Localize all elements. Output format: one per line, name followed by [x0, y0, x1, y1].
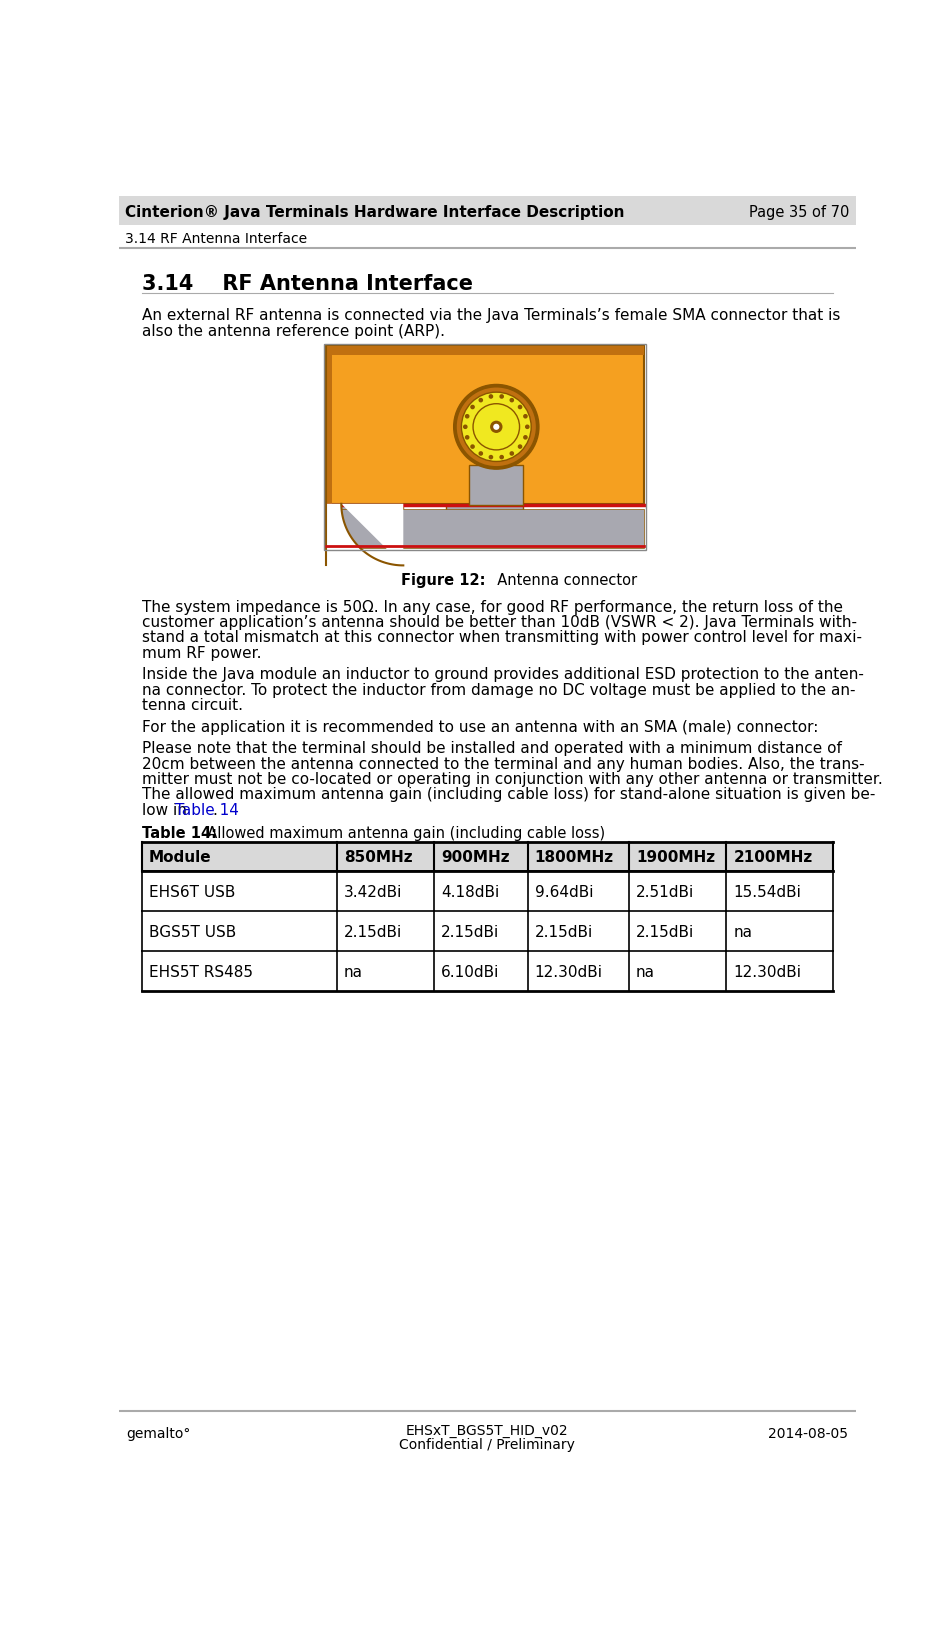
Text: 12.30dBi: 12.30dBi	[534, 964, 603, 978]
Circle shape	[454, 385, 539, 470]
Circle shape	[461, 393, 532, 462]
Bar	[326, 347, 332, 505]
Circle shape	[510, 398, 514, 403]
Text: tenna circuit.: tenna circuit.	[142, 698, 243, 713]
Text: 1900MHz: 1900MHz	[636, 849, 715, 864]
Bar	[326, 347, 645, 505]
Text: 12.30dBi: 12.30dBi	[733, 964, 802, 978]
Text: 3.42dBi: 3.42dBi	[344, 883, 402, 900]
Bar	[142, 842, 833, 872]
Circle shape	[517, 405, 522, 410]
Text: Allowed maximum antenna gain (including cable loss): Allowed maximum antenna gain (including …	[198, 826, 605, 841]
Text: Table 14: Table 14	[175, 803, 239, 818]
Circle shape	[470, 405, 475, 410]
Text: Page 35 of 70: Page 35 of 70	[749, 205, 849, 220]
Text: EHS5T RS485: EHS5T RS485	[149, 964, 253, 978]
Text: 4.18dBi: 4.18dBi	[441, 883, 499, 900]
Bar	[326, 505, 403, 543]
Text: 2.15dBi: 2.15dBi	[636, 924, 694, 939]
Circle shape	[489, 456, 494, 461]
Circle shape	[494, 425, 499, 431]
Text: 900MHz: 900MHz	[441, 849, 510, 864]
Circle shape	[499, 456, 504, 461]
Bar	[119, 197, 856, 226]
Text: Antenna connector: Antenna connector	[488, 572, 637, 587]
Text: gemalto°: gemalto°	[126, 1426, 191, 1441]
Circle shape	[463, 425, 468, 429]
Text: na connector. To protect the inductor from damage no DC voltage must be applied : na connector. To protect the inductor fr…	[142, 682, 856, 697]
Bar	[142, 872, 833, 911]
Text: 850MHz: 850MHz	[344, 849, 413, 864]
Circle shape	[478, 398, 483, 403]
Circle shape	[499, 395, 504, 400]
Text: low in: low in	[142, 803, 192, 818]
Bar	[142, 911, 833, 952]
Text: EHSxT_BGS5T_HID_v02: EHSxT_BGS5T_HID_v02	[406, 1423, 569, 1437]
Text: Module: Module	[149, 849, 212, 864]
Circle shape	[489, 395, 494, 400]
Text: Inside the Java module an inductor to ground provides additional ESD protection : Inside the Java module an inductor to gr…	[142, 667, 864, 682]
Text: EHS6T USB: EHS6T USB	[149, 883, 236, 900]
Bar	[142, 952, 833, 992]
Text: also the antenna reference point (ARP).: also the antenna reference point (ARP).	[142, 323, 445, 339]
Circle shape	[465, 415, 470, 420]
Circle shape	[510, 452, 514, 457]
Bar	[324, 346, 646, 551]
Text: BGS5T USB: BGS5T USB	[149, 924, 237, 939]
Text: na: na	[636, 964, 655, 978]
Circle shape	[478, 452, 483, 457]
Text: 3.14 RF Antenna Interface: 3.14 RF Antenna Interface	[126, 233, 307, 246]
Text: mitter must not be co-located or operating in conjunction with any other antenna: mitter must not be co-located or operati…	[142, 772, 883, 787]
Text: na: na	[733, 924, 752, 939]
Circle shape	[523, 436, 528, 441]
Text: Figure 12:: Figure 12:	[401, 572, 485, 587]
Text: na: na	[344, 964, 363, 978]
Circle shape	[525, 425, 530, 429]
Text: customer application’s antenna should be better than 10dB (VSWR < 2). Java Termi: customer application’s antenna should be…	[142, 615, 857, 629]
Circle shape	[517, 446, 522, 449]
Circle shape	[473, 405, 519, 451]
Text: 2100MHz: 2100MHz	[733, 849, 812, 864]
Text: 2.15dBi: 2.15dBi	[534, 924, 592, 939]
Bar	[326, 510, 645, 549]
Circle shape	[470, 446, 475, 449]
Text: The system impedance is 50Ω. In any case, for good RF performance, the return lo: The system impedance is 50Ω. In any case…	[142, 600, 844, 615]
Text: Confidential / Preliminary: Confidential / Preliminary	[399, 1437, 575, 1451]
Text: Table 14:: Table 14:	[142, 826, 217, 841]
Text: 6.10dBi: 6.10dBi	[441, 964, 499, 978]
Text: stand a total mismatch at this connector when transmitting with power control le: stand a total mismatch at this connector…	[142, 629, 863, 644]
Text: 2014-08-05: 2014-08-05	[768, 1426, 848, 1441]
Text: 3.14    RF Antenna Interface: 3.14 RF Antenna Interface	[142, 274, 474, 293]
Polygon shape	[326, 505, 403, 565]
Text: 9.64dBi: 9.64dBi	[534, 883, 593, 900]
Text: mum RF power.: mum RF power.	[142, 646, 262, 661]
Text: The allowed maximum antenna gain (including cable loss) for stand-alone situatio: The allowed maximum antenna gain (includ…	[142, 787, 876, 801]
Text: For the application it is recommended to use an antenna with an SMA (male) conne: For the application it is recommended to…	[142, 720, 819, 734]
Text: 2.15dBi: 2.15dBi	[441, 924, 499, 939]
Bar	[469, 465, 523, 506]
Bar	[446, 505, 523, 543]
Bar	[326, 347, 645, 356]
Text: 15.54dBi: 15.54dBi	[733, 883, 801, 900]
Text: Cinterion® Java Terminals Hardware Interface Description: Cinterion® Java Terminals Hardware Inter…	[126, 205, 625, 220]
Circle shape	[456, 388, 535, 467]
Text: 2.15dBi: 2.15dBi	[344, 924, 402, 939]
Circle shape	[465, 436, 470, 441]
Text: 1800MHz: 1800MHz	[534, 849, 613, 864]
Text: An external RF antenna is connected via the Java Terminals’s female SMA connecto: An external RF antenna is connected via …	[142, 308, 841, 323]
Bar	[326, 505, 380, 516]
Text: Please note that the terminal should be installed and operated with a minimum di: Please note that the terminal should be …	[142, 741, 842, 756]
Bar	[324, 346, 646, 551]
Text: .: .	[212, 803, 218, 818]
Text: 20cm between the antenna connected to the terminal and any human bodies. Also, t: 20cm between the antenna connected to th…	[142, 756, 864, 770]
Circle shape	[523, 415, 528, 420]
Text: 2.51dBi: 2.51dBi	[636, 883, 694, 900]
Circle shape	[490, 421, 502, 434]
